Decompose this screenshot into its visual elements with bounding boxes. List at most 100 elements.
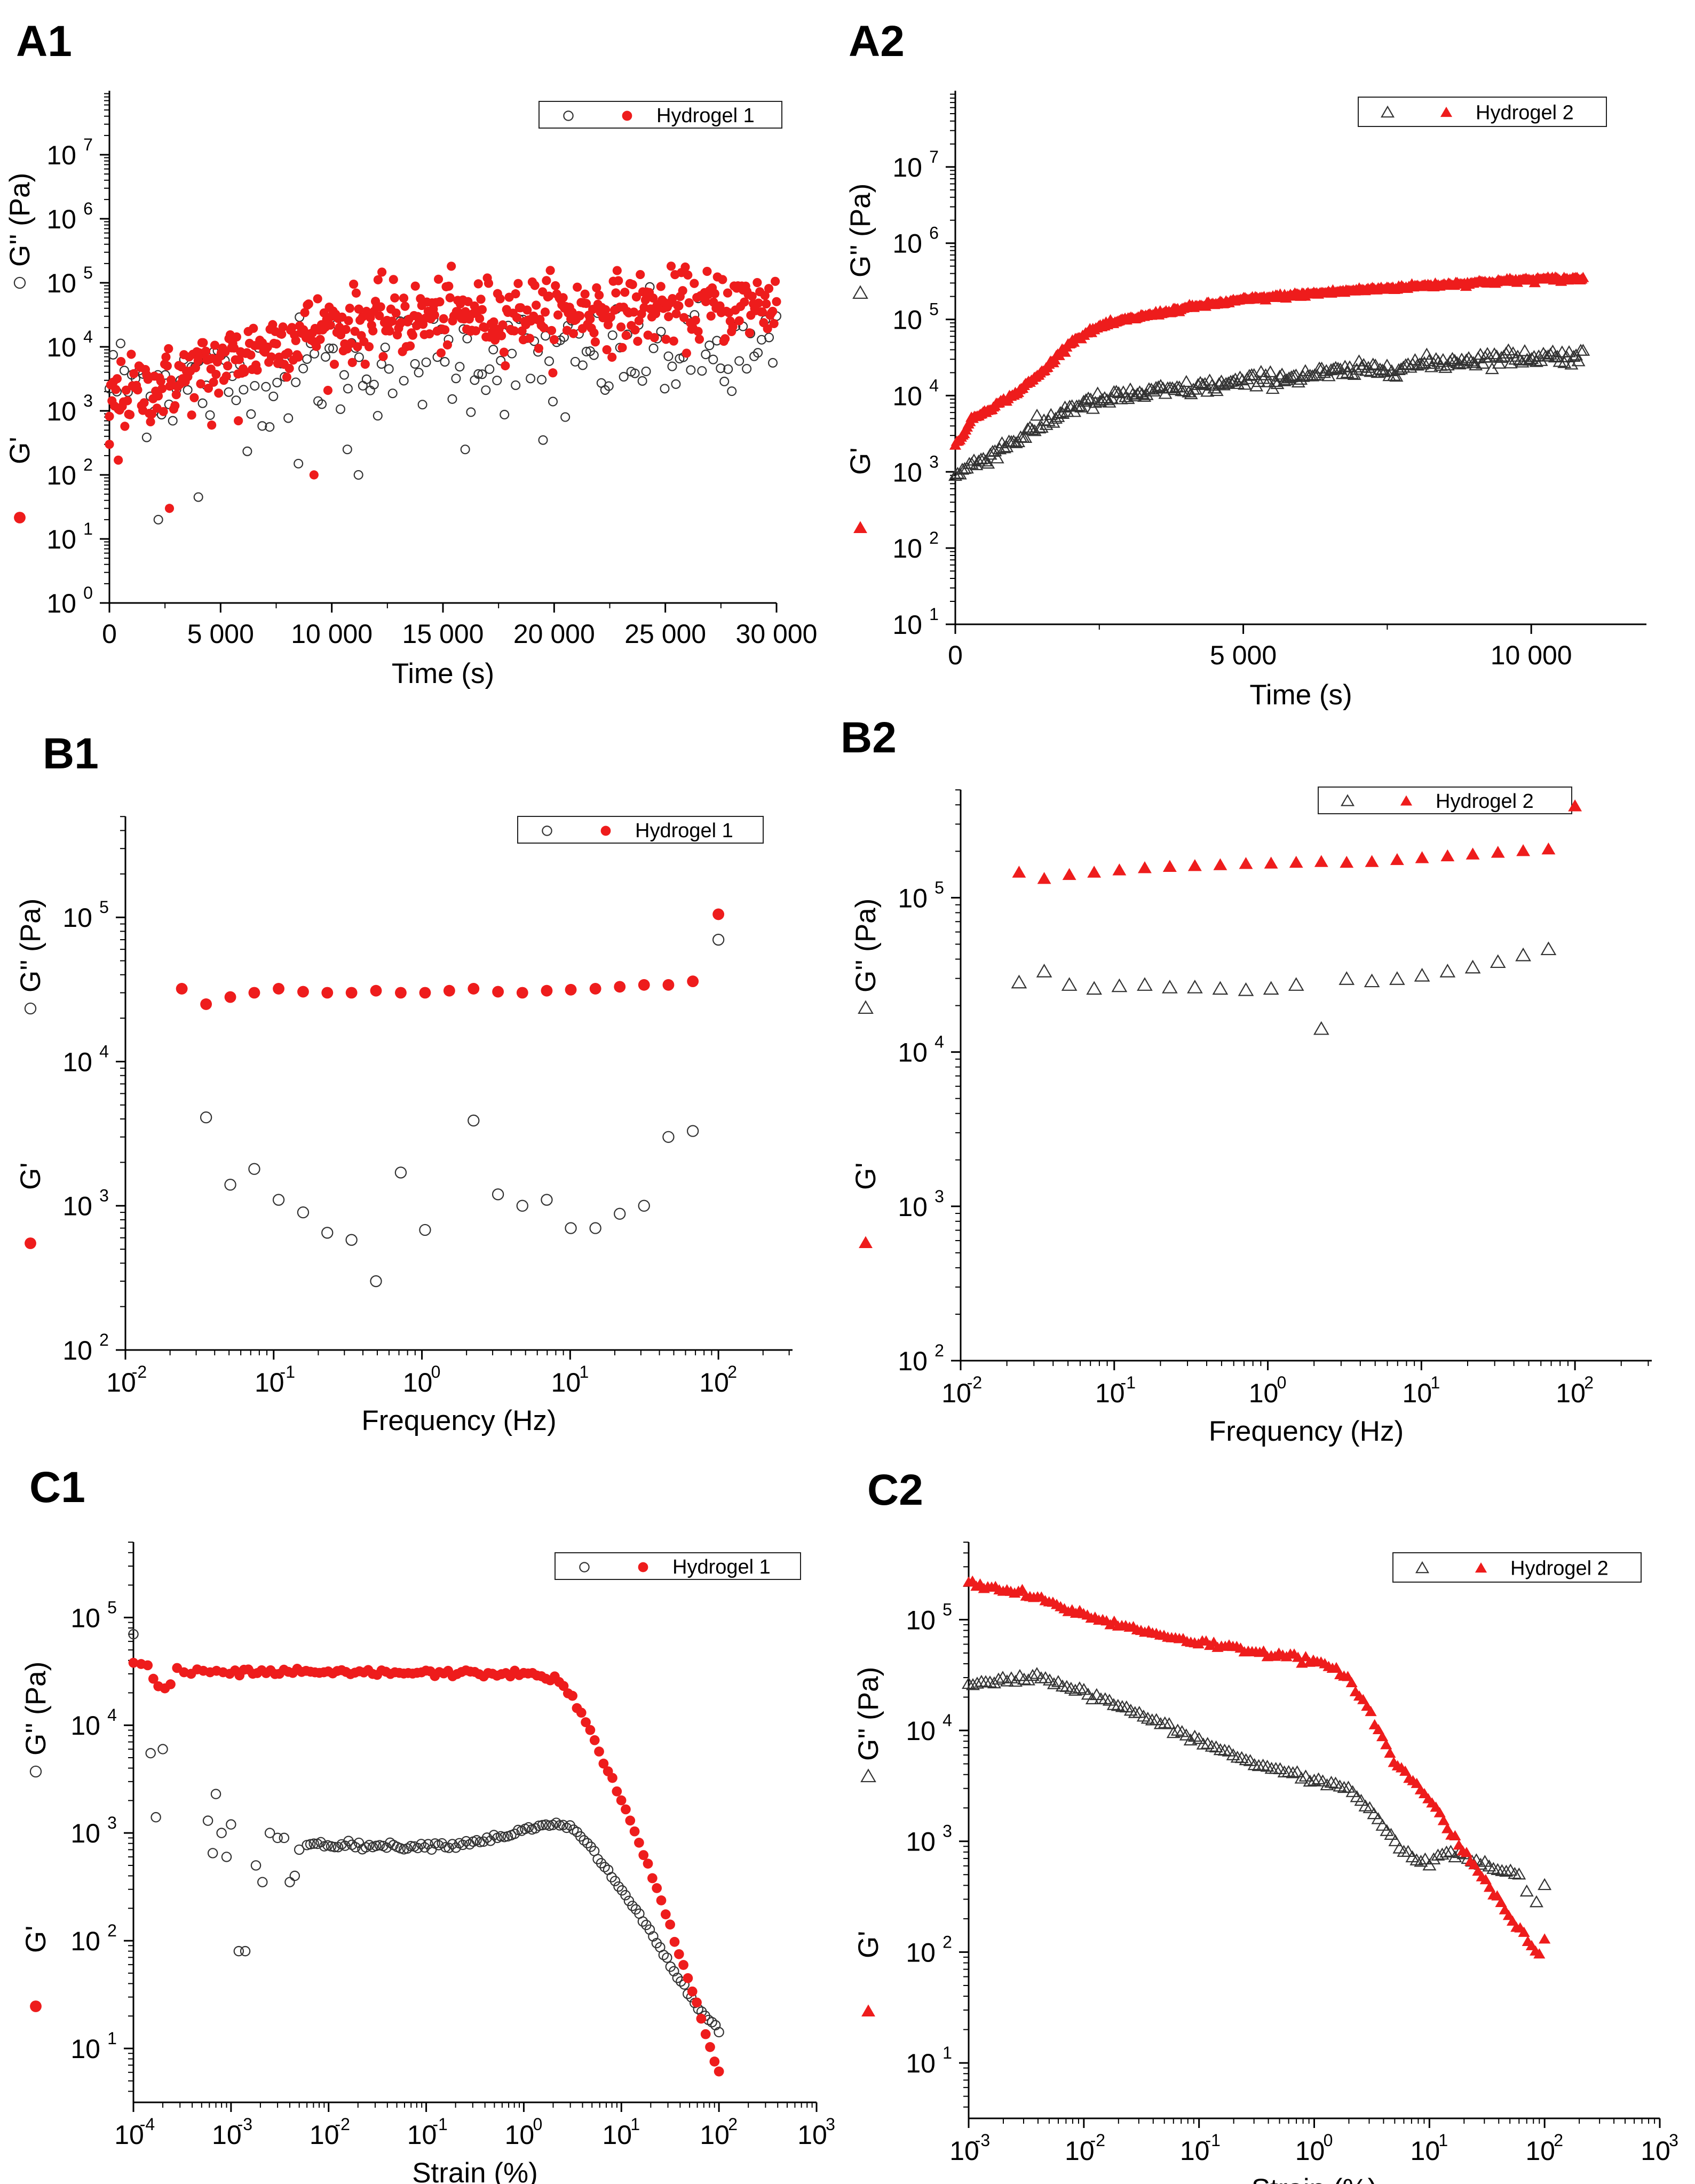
data-point-storage bbox=[712, 908, 725, 920]
data-point-storage bbox=[199, 338, 208, 347]
data-point-storage bbox=[385, 326, 394, 336]
data-point-storage bbox=[634, 1837, 644, 1848]
y-tick-exponent: 3 bbox=[934, 1187, 944, 1206]
x-tick-exponent: -2 bbox=[967, 1373, 982, 1392]
data-point-storage bbox=[680, 262, 690, 272]
data-point-loss bbox=[1196, 1737, 1210, 1750]
data-point-storage bbox=[225, 1669, 235, 1679]
data-point-loss bbox=[268, 391, 279, 401]
data-point-storage bbox=[1330, 1662, 1343, 1672]
data-point-loss bbox=[1011, 974, 1027, 989]
data-point-storage bbox=[430, 310, 439, 320]
data-point-loss bbox=[1414, 967, 1430, 982]
data-point-loss bbox=[1102, 1694, 1116, 1706]
data-point-loss bbox=[1294, 1772, 1309, 1784]
x-tick-exponent: 1 bbox=[1430, 1373, 1440, 1392]
data-point-storage bbox=[1016, 1584, 1028, 1594]
data-point-storage bbox=[268, 320, 278, 329]
data-point-loss bbox=[948, 468, 963, 481]
data-point-loss bbox=[1083, 392, 1098, 405]
data-point-loss bbox=[1438, 361, 1453, 373]
data-point-loss bbox=[1032, 421, 1047, 434]
data-point-loss bbox=[257, 1877, 268, 1887]
legend-box bbox=[538, 101, 782, 129]
y-tick-label: 10 bbox=[906, 1937, 936, 1967]
y-tick-label: 10 bbox=[62, 1192, 92, 1221]
y-tick-label: 10 bbox=[898, 1038, 928, 1068]
data-point-loss bbox=[1540, 941, 1557, 956]
data-point-storage bbox=[1264, 856, 1278, 869]
data-point-storage bbox=[189, 393, 199, 402]
data-point-loss bbox=[240, 1945, 251, 1957]
data-point-loss bbox=[284, 1877, 295, 1887]
data-point-storage bbox=[665, 1919, 675, 1930]
data-point-storage bbox=[700, 2029, 711, 2039]
data-point-loss bbox=[537, 375, 547, 385]
data-point-storage bbox=[287, 323, 297, 332]
data-point-loss bbox=[1294, 372, 1308, 385]
data-point-loss bbox=[410, 359, 420, 369]
data-point-loss bbox=[1324, 1775, 1338, 1788]
x-tick-label: 10 bbox=[310, 2120, 339, 2150]
data-point-loss bbox=[1106, 1698, 1121, 1710]
legend-marker-filled bbox=[600, 825, 611, 836]
data-point-storage bbox=[740, 297, 749, 307]
data-point-loss bbox=[1478, 1855, 1492, 1867]
data-point-loss bbox=[1492, 356, 1506, 369]
data-point-storage bbox=[378, 352, 388, 361]
data-point-storage bbox=[664, 312, 674, 322]
data-point-storage bbox=[210, 340, 220, 350]
data-point-storage bbox=[1213, 858, 1227, 870]
panel-label-b2: B2 bbox=[841, 713, 897, 762]
data-point-loss bbox=[1494, 351, 1509, 363]
data-point-loss bbox=[1162, 979, 1178, 994]
data-point-storage bbox=[684, 298, 694, 308]
data-point-loss bbox=[686, 365, 696, 375]
data-point-loss bbox=[1444, 1845, 1458, 1857]
y-tick-label: 10 bbox=[892, 610, 922, 640]
data-point-loss bbox=[1396, 360, 1411, 373]
data-point-storage bbox=[510, 326, 519, 336]
data-point-storage bbox=[193, 356, 203, 366]
data-point-loss bbox=[373, 411, 383, 421]
y-tick-exponent: 3 bbox=[83, 391, 93, 410]
data-point-loss bbox=[662, 1131, 675, 1143]
y-tick-exponent: 6 bbox=[929, 224, 939, 243]
x-tick-exponent: -2 bbox=[132, 1362, 147, 1381]
data-point-loss bbox=[1034, 420, 1049, 433]
legend-box bbox=[555, 1552, 801, 1580]
data-point-storage bbox=[590, 337, 600, 347]
data-point-storage bbox=[387, 316, 397, 326]
data-point-storage bbox=[1491, 846, 1505, 858]
data-point-storage bbox=[1384, 1747, 1396, 1758]
data-point-storage bbox=[351, 288, 361, 298]
data-point-loss bbox=[394, 1166, 407, 1179]
data-point-storage bbox=[501, 361, 510, 371]
data-point-storage bbox=[203, 384, 213, 393]
data-point-storage bbox=[1533, 1948, 1546, 1959]
x-tick-exponent: 2 bbox=[1554, 2131, 1563, 2150]
data-point-loss bbox=[965, 1678, 980, 1690]
data-point-loss bbox=[1298, 1769, 1313, 1782]
x-tick-label: 10 bbox=[1295, 2136, 1325, 2166]
x-tick-label: 15 000 bbox=[402, 619, 484, 649]
data-point-loss bbox=[1076, 1682, 1091, 1695]
x-tick-exponent: -1 bbox=[1205, 2131, 1220, 2150]
data-point-loss bbox=[197, 398, 208, 408]
data-point-loss bbox=[354, 352, 364, 362]
data-point-loss bbox=[342, 444, 352, 455]
y-tick-label: 10 bbox=[70, 1926, 100, 1956]
data-point-storage bbox=[516, 987, 528, 999]
data-point-loss bbox=[440, 357, 450, 367]
data-point-loss bbox=[279, 1832, 290, 1844]
data-point-storage bbox=[200, 998, 212, 1010]
data-point-loss bbox=[701, 350, 711, 360]
data-point-loss bbox=[1036, 964, 1052, 978]
data-point-loss bbox=[955, 463, 970, 475]
data-point-loss bbox=[423, 1839, 433, 1849]
x-tick-exponent: -1 bbox=[432, 2115, 447, 2134]
data-point-loss bbox=[1030, 408, 1044, 421]
y-axis-title-gpp: G'' (Pa) bbox=[850, 899, 882, 992]
data-point-storage bbox=[471, 326, 480, 336]
